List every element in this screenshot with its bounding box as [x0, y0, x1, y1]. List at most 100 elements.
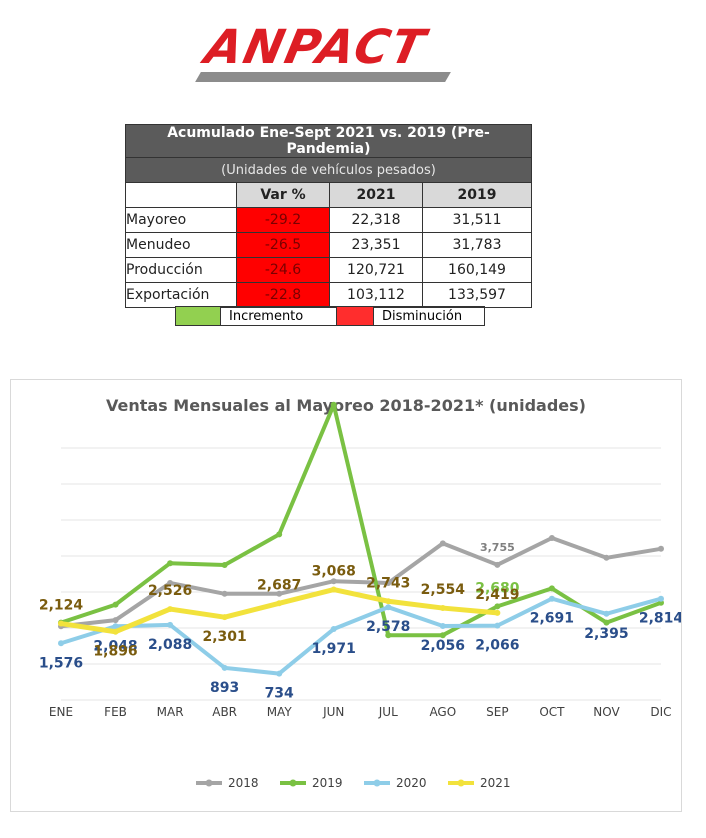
data-point [112, 628, 119, 635]
table-subtitle: (Unidades de vehículos pesados) [125, 157, 532, 183]
data-point [276, 600, 283, 607]
x-tick-label: ENE [49, 705, 73, 719]
row-2019: 31,511 [422, 207, 532, 233]
x-tick-label: AGO [429, 705, 456, 719]
x-tick-label: SEP [486, 705, 508, 719]
table-row: Exportación -22.8 103,112 133,597 [125, 282, 532, 308]
x-tick-label: ABR [212, 705, 237, 719]
line-chart: Ventas Mensuales al Mayoreo 2018-2021* (… [39, 396, 684, 790]
data-label: 2,301 [202, 629, 246, 645]
data-point [112, 617, 119, 624]
data-point [221, 664, 228, 671]
x-tick-label: JUL [378, 705, 398, 719]
data-point [439, 622, 446, 629]
x-tick-label: MAR [157, 705, 184, 719]
decrease-swatch [337, 307, 374, 325]
data-label: 2,578 [366, 619, 410, 635]
data-point [385, 604, 392, 611]
row-2019: 31,783 [422, 232, 532, 258]
header-2021: 2021 [329, 182, 423, 208]
anpact-logo: ANPACT [195, 20, 460, 88]
row-2021: 22,318 [329, 207, 423, 233]
row-var: -24.6 [236, 257, 330, 283]
data-point [276, 670, 283, 677]
legend-label: 2018 [228, 776, 259, 790]
row-label: Producción [125, 257, 237, 283]
table-title: Acumulado Ene-Sept 2021 vs. 2019 (Pre-Pa… [125, 124, 532, 158]
legend-decrease-label: Disminución [382, 308, 463, 324]
row-label: Menudeo [125, 232, 237, 258]
header-var: Var % [236, 182, 330, 208]
table-row: Producción -24.6 120,721 160,149 [125, 257, 532, 283]
summary-table: Acumulado Ene-Sept 2021 vs. 2019 (Pre-Pa… [125, 124, 532, 308]
row-2019: 133,597 [422, 282, 532, 308]
data-label: 2,395 [584, 626, 628, 642]
data-point [439, 632, 446, 639]
data-point [548, 535, 555, 541]
row-2019: 160,149 [422, 257, 532, 283]
gridlines [61, 447, 661, 701]
data-label: 2,526 [148, 583, 192, 599]
data-point [603, 554, 610, 561]
data-label: 2,743 [366, 575, 410, 591]
data-point [221, 562, 228, 568]
data-point [548, 595, 555, 602]
data-point [494, 609, 501, 616]
legend-marker [205, 779, 213, 787]
data-point [58, 640, 64, 647]
data-label: 2,066 [475, 638, 519, 654]
data-label: 2,088 [148, 637, 192, 653]
x-tick-label: NOV [593, 705, 620, 719]
x-tick-labels: ENE FEB MAR ABR MAY JUN JUL AGO SEP OCT NOV DIC [49, 705, 672, 719]
data-label: 2,691 [530, 611, 574, 627]
data-point [658, 599, 664, 606]
chart-frame: Ventas Mensuales al Mayoreo 2018-2021* (… [10, 379, 684, 812]
data-point [221, 590, 228, 597]
data-label: 3,755 [480, 541, 515, 554]
data-point [167, 621, 174, 628]
data-point [658, 595, 664, 602]
data-point [385, 580, 392, 586]
x-tick-label: FEB [104, 705, 127, 719]
data-label: 2,554 [421, 582, 466, 598]
row-label: Mayoreo [125, 207, 237, 233]
legend-marker [289, 779, 297, 787]
data-point [330, 586, 337, 593]
series-line-2019 [59, 402, 663, 638]
row-var: -22.8 [236, 282, 330, 308]
x-tick-label: DIC [650, 705, 671, 719]
chart-title: Ventas Mensuales al Mayoreo 2018-2021* (… [106, 396, 586, 415]
data-point [167, 560, 174, 567]
increase-swatch [176, 307, 221, 325]
data-point [548, 585, 555, 592]
data-label: 2,056 [421, 638, 465, 654]
row-var: -29.2 [236, 207, 330, 233]
legend-label: 2019 [312, 776, 343, 790]
data-point [112, 601, 119, 608]
data-point [58, 620, 64, 627]
data-point [494, 622, 501, 629]
row-2021: 23,351 [329, 232, 423, 258]
data-label: 1,896 [93, 644, 137, 660]
legend-label: 2020 [396, 776, 427, 790]
legend-decrease: Disminución [336, 306, 485, 326]
series-line-2020 [59, 596, 663, 676]
data-point [330, 578, 337, 585]
data-label: 2,124 [39, 598, 84, 614]
legend-increase: Incremento [175, 306, 337, 326]
header-2019: 2019 [422, 182, 532, 208]
legend-marker [373, 779, 381, 787]
data-point [603, 610, 610, 617]
data-point [167, 580, 174, 586]
data-label: 893 [210, 680, 239, 696]
data-label: 2,680 [475, 580, 520, 596]
series-line-2018 [59, 536, 663, 629]
data-label: 2,687 [257, 577, 301, 593]
data-label: 2,048 [93, 638, 137, 654]
legend-increase-label: Incremento [229, 308, 304, 324]
data-label: 2,419 [475, 587, 519, 603]
series-lines [58, 401, 664, 677]
data-point [439, 605, 446, 612]
data-point [276, 531, 283, 538]
